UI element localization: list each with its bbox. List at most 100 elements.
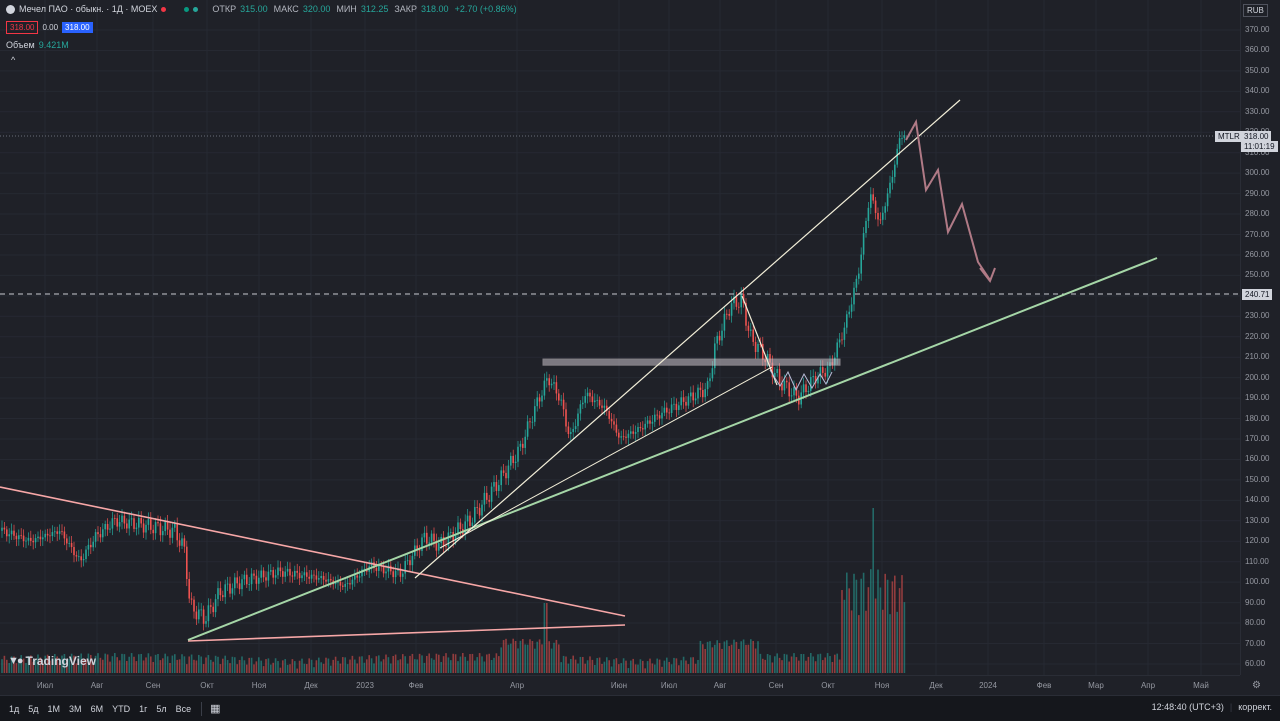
candle-body xyxy=(438,543,440,551)
candle-body xyxy=(296,570,298,573)
candle-body xyxy=(46,533,49,536)
volume-bar xyxy=(272,662,274,673)
volume-bar xyxy=(32,661,34,673)
timeframe-button[interactable]: YTD xyxy=(112,703,131,714)
volume-bar xyxy=(385,654,387,673)
candle-body xyxy=(351,579,354,585)
candle-body xyxy=(433,533,435,541)
volume-bar xyxy=(558,644,560,673)
candle-body xyxy=(786,380,788,383)
candle-body xyxy=(452,531,454,542)
volume-bar xyxy=(884,573,886,673)
volume-label[interactable]: Объем xyxy=(6,40,35,50)
candle-body xyxy=(430,533,433,543)
price-axis[interactable]: RUB 370.00360.00350.00340.00330.00320.00… xyxy=(1240,0,1280,675)
descending-trendline xyxy=(0,486,626,617)
time-axis[interactable]: Июл Авг Сен Окт Ноя Дек 2023 Фев Апр Июн Июл Авг Сен… xyxy=(0,675,1240,696)
volume-bar xyxy=(541,644,543,673)
timeframe-button[interactable]: 6М xyxy=(90,703,104,714)
volume-bar xyxy=(606,657,608,673)
time-tick: Авг xyxy=(90,681,104,690)
volume-bar xyxy=(670,664,673,673)
volume-bar xyxy=(584,663,586,673)
candle-body xyxy=(145,524,147,533)
volume-bar xyxy=(390,663,392,673)
volume-bar xyxy=(637,664,639,673)
projection-path xyxy=(905,118,991,281)
resistance-zone xyxy=(542,358,841,366)
candle-body xyxy=(793,386,795,396)
timeframe-button[interactable]: 5л xyxy=(156,703,167,714)
candle-body xyxy=(339,581,342,586)
volume-bar xyxy=(22,658,25,673)
candle-body xyxy=(8,534,10,537)
axis-settings-gear-icon[interactable]: ⚙ xyxy=(1252,680,1261,691)
candle-body xyxy=(277,567,279,576)
candle-body xyxy=(186,546,188,580)
time-tick: 2024 xyxy=(979,681,997,690)
currency-selector[interactable]: RUB xyxy=(1243,4,1268,17)
volume-bar xyxy=(747,644,750,673)
volume-bar xyxy=(723,641,726,673)
symbol-title[interactable]: Мечел ПАО · обыкн. · 1Д · MOEX xyxy=(19,4,158,14)
bid-button[interactable]: 318.00 xyxy=(6,21,39,34)
candle-body xyxy=(133,518,135,529)
ask-button[interactable]: 318.00 xyxy=(62,22,93,33)
symbol-legend: Мечел ПАО · обыкн. · 1Д · MOEX ОТКР 315.0… xyxy=(6,4,519,14)
date-range-calendar-icon[interactable]: ▦ xyxy=(210,703,221,715)
volume-bar xyxy=(387,657,390,673)
candle-body xyxy=(649,420,651,424)
candle-body xyxy=(483,492,486,505)
price-tick: 60.00 xyxy=(1245,658,1266,668)
volume-bar xyxy=(404,656,406,673)
candle-body xyxy=(138,517,140,528)
clock-timezone[interactable]: 12:48:40 (UTC+3) xyxy=(1151,702,1224,712)
candle-body xyxy=(248,584,250,585)
volume-bar xyxy=(524,644,526,673)
candle-body xyxy=(536,397,538,407)
timeframe-button[interactable]: 1М xyxy=(47,703,61,714)
collapse-legend-button[interactable]: ^ xyxy=(11,55,15,65)
time-tick: Июн xyxy=(610,681,628,690)
candle-body xyxy=(630,431,632,434)
volume-bar xyxy=(603,661,606,673)
volume-bar xyxy=(402,654,404,673)
volume-bar xyxy=(97,653,99,673)
candle-body xyxy=(322,575,325,580)
timeframe-button[interactable]: 3М xyxy=(69,703,82,714)
volume-bar xyxy=(594,664,596,673)
candle-body xyxy=(879,219,882,221)
volume-bar xyxy=(66,659,68,673)
volume-bar xyxy=(378,655,380,673)
candle-body xyxy=(272,570,274,578)
volume-bar xyxy=(262,666,265,673)
timeframe-list: 1д 5д 1М 3М 6М YTD 1г 5л Все xyxy=(0,704,191,714)
timeframe-button[interactable]: 1г xyxy=(139,703,148,714)
timeframe-button[interactable]: Все xyxy=(175,703,192,714)
volume-bar xyxy=(634,664,637,673)
volume-bar xyxy=(546,603,548,673)
timeframe-button[interactable]: 5д xyxy=(28,703,39,714)
candle-body xyxy=(135,527,138,529)
volume-bar xyxy=(586,660,589,673)
volume-bar xyxy=(255,661,258,673)
volume-bar xyxy=(162,658,164,673)
volume-bar xyxy=(368,655,370,673)
timeframe-button[interactable]: 1д xyxy=(9,703,20,714)
volume-bar xyxy=(392,655,394,673)
volume-bar xyxy=(337,660,339,673)
candle-body xyxy=(802,384,805,393)
price-tick: 160.00 xyxy=(1245,454,1270,464)
adjustment-mode[interactable]: коррект. xyxy=(1238,702,1272,712)
candle-body xyxy=(855,278,858,288)
candle-body xyxy=(752,329,754,342)
candle-body xyxy=(596,399,598,401)
price-chart[interactable] xyxy=(0,0,1240,675)
volume-bar xyxy=(104,653,106,673)
volume-bar xyxy=(514,640,517,673)
volume-bar xyxy=(3,655,6,673)
candle-body xyxy=(750,329,752,331)
candle-body xyxy=(658,415,661,419)
volume-bar xyxy=(519,640,522,673)
last-price-label: 318.00 xyxy=(1241,131,1272,142)
